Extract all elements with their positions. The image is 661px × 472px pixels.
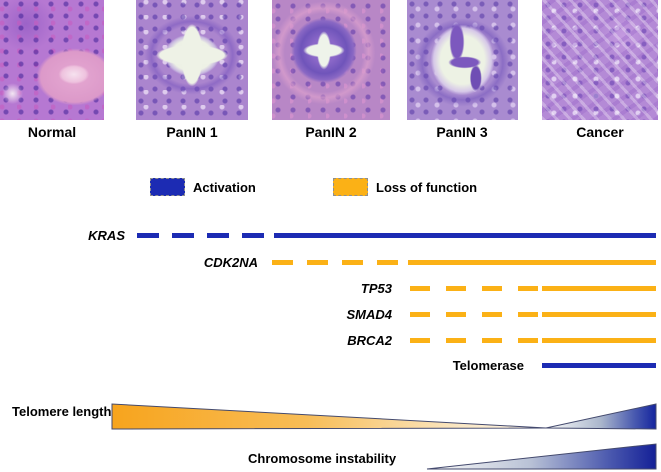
- timeline-dash-kras: [207, 233, 229, 238]
- timeline-solid-kras: [274, 233, 656, 238]
- stage-label-cancer: Cancer: [576, 124, 624, 140]
- timeline-solid-tp53: [542, 286, 656, 291]
- gene-label-cdk2na: CDK2NA: [203, 255, 258, 270]
- histology-image-panin3: [407, 0, 518, 120]
- stage-label-panin2: PanIN 2: [305, 124, 357, 140]
- histology-image-cancer: [542, 0, 658, 120]
- timeline-dash-cdk2na: [272, 260, 293, 265]
- telomere-length-label: Telomere length: [12, 404, 112, 419]
- timeline-dash-kras: [172, 233, 194, 238]
- chromosome-instability-wedge: [426, 443, 657, 470]
- timeline-dash-cdk2na: [342, 260, 363, 265]
- timeline-dash-brca2: [482, 338, 502, 343]
- chromosome-instability-triangle: [426, 443, 657, 470]
- stage-label-panin3: PanIN 3: [436, 124, 488, 140]
- timeline-dash-brca2: [518, 338, 538, 343]
- timeline-solid-smad4: [542, 312, 656, 317]
- histology-image-panin1: [136, 0, 248, 120]
- timeline-solid-brca2: [542, 338, 656, 343]
- stage-label-panin1: PanIN 1: [166, 124, 218, 140]
- activation-legend-label: Activation: [193, 180, 256, 195]
- timeline-dash-cdk2na: [377, 260, 398, 265]
- timeline-dash-tp53: [518, 286, 538, 291]
- timeline-dash-brca2: [410, 338, 430, 343]
- timeline-dash-smad4: [518, 312, 538, 317]
- gene-label-smad4: SMAD4: [346, 307, 392, 322]
- timeline-dash-brca2: [446, 338, 466, 343]
- telomere-relengthening-triangle: [545, 403, 657, 430]
- timeline-dash-tp53: [482, 286, 502, 291]
- histology-image-normal: [0, 0, 104, 120]
- gene-label-kras: KRAS: [88, 228, 125, 243]
- gene-label-tp53: TP53: [360, 281, 392, 296]
- stage-label-normal: Normal: [27, 124, 77, 140]
- loss-of-function-color-swatch: [333, 178, 368, 196]
- timeline-dash-kras: [137, 233, 159, 238]
- loss-of-function-legend-label: Loss of function: [376, 180, 478, 195]
- timeline-dash-smad4: [446, 312, 466, 317]
- timeline-dash-tp53: [446, 286, 466, 291]
- timeline-dash-tp53: [410, 286, 430, 291]
- histology-image-panin2: [272, 0, 390, 120]
- chromosome-instability-label: Chromosome instability: [248, 451, 397, 466]
- telomere-shortening-triangle: [111, 403, 547, 430]
- timeline-solid-cdk2na: [408, 260, 656, 265]
- activation-color-swatch: [150, 178, 185, 196]
- timeline-dash-smad4: [410, 312, 430, 317]
- gene-label-brca2: BRCA2: [347, 333, 392, 348]
- telomere-length-wedge: [111, 403, 657, 430]
- gene-label-telomerase: Telomerase: [452, 358, 524, 373]
- timeline-dash-kras: [242, 233, 264, 238]
- timeline-solid-telomerase: [542, 363, 656, 368]
- timeline-dash-smad4: [482, 312, 502, 317]
- timeline-dash-cdk2na: [307, 260, 328, 265]
